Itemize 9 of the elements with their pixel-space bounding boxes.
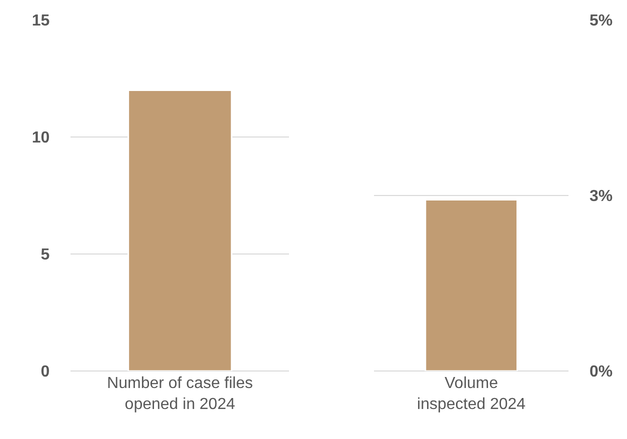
y-tick-label: 15 (32, 12, 50, 30)
y-tick-label: 10 (32, 130, 50, 147)
y2-tick-label: 0% (589, 364, 613, 381)
x-tick-label: Volume inspected 2024 (417, 375, 526, 413)
x-tick-label: Number of case files opened in 2024 (107, 375, 253, 413)
y2-tick-label: 5% (589, 12, 613, 30)
y2-tick-label: 3% (589, 188, 613, 206)
y-tick-label: 0 (40, 364, 50, 381)
y-tick-label: 5 (40, 246, 50, 264)
